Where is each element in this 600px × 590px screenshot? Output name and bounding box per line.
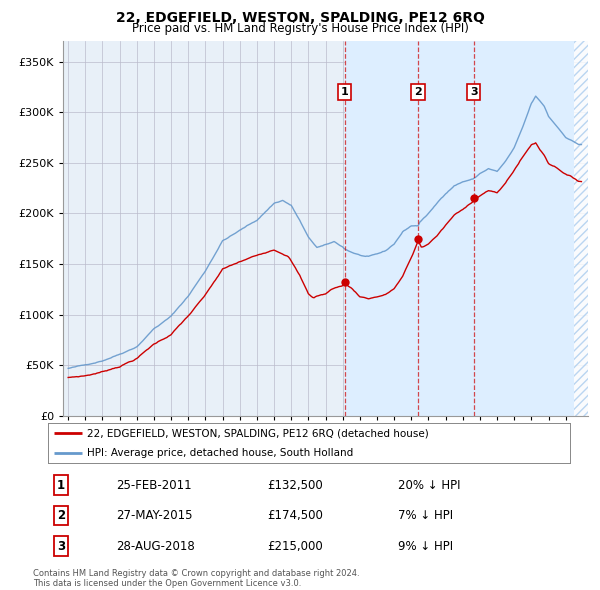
Text: 2: 2 <box>57 509 65 522</box>
Text: 22, EDGEFIELD, WESTON, SPALDING, PE12 6RQ (detached house): 22, EDGEFIELD, WESTON, SPALDING, PE12 6R… <box>87 428 429 438</box>
Text: 1: 1 <box>341 87 349 97</box>
Text: 7% ↓ HPI: 7% ↓ HPI <box>398 509 453 522</box>
Text: 28-AUG-2018: 28-AUG-2018 <box>116 540 194 553</box>
Text: 25-FEB-2011: 25-FEB-2011 <box>116 478 191 491</box>
Text: 3: 3 <box>470 87 478 97</box>
Text: £174,500: £174,500 <box>267 509 323 522</box>
Text: 1: 1 <box>57 478 65 491</box>
Text: Price paid vs. HM Land Registry's House Price Index (HPI): Price paid vs. HM Land Registry's House … <box>131 22 469 35</box>
Text: 2: 2 <box>414 87 422 97</box>
Text: HPI: Average price, detached house, South Holland: HPI: Average price, detached house, Sout… <box>87 448 353 458</box>
Bar <box>574 41 588 416</box>
Text: £132,500: £132,500 <box>267 478 323 491</box>
Text: 27-MAY-2015: 27-MAY-2015 <box>116 509 193 522</box>
Text: 22, EDGEFIELD, WESTON, SPALDING, PE12 6RQ: 22, EDGEFIELD, WESTON, SPALDING, PE12 6R… <box>116 11 484 25</box>
Text: £215,000: £215,000 <box>267 540 323 553</box>
Bar <box>345 41 574 416</box>
Text: Contains HM Land Registry data © Crown copyright and database right 2024.
This d: Contains HM Land Registry data © Crown c… <box>33 569 359 588</box>
Text: 20% ↓ HPI: 20% ↓ HPI <box>398 478 460 491</box>
Text: 3: 3 <box>57 540 65 553</box>
Text: 9% ↓ HPI: 9% ↓ HPI <box>398 540 453 553</box>
